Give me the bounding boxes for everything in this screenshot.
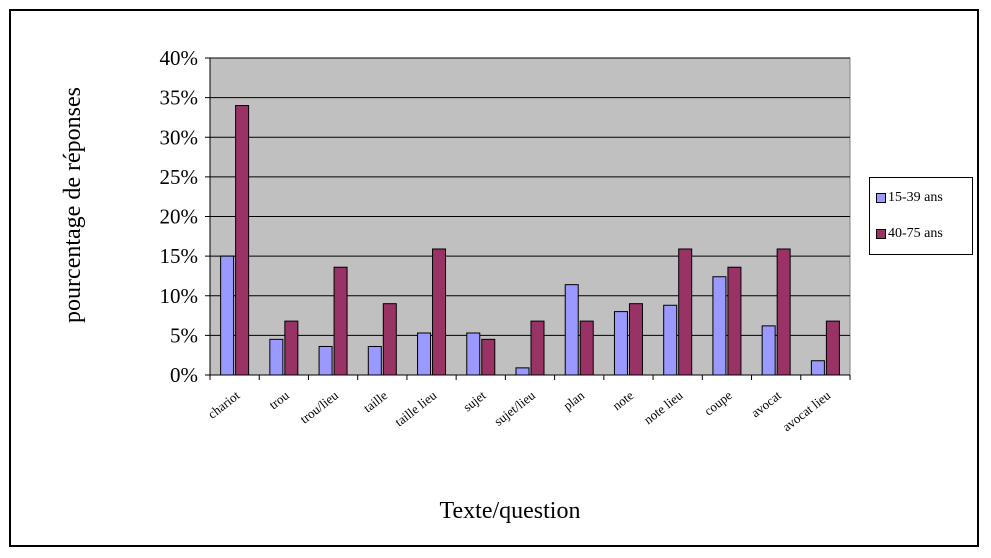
bar-series-1 bbox=[613, 311, 628, 376]
bar-series-2 bbox=[481, 338, 496, 376]
bar-series-2 bbox=[333, 266, 348, 376]
bar-series-1 bbox=[712, 276, 727, 376]
legend-swatch-series-2 bbox=[876, 229, 886, 239]
x-tick-label: trou/lieu bbox=[297, 387, 341, 426]
legend-label-series-2: 40-75 ans bbox=[888, 226, 943, 241]
bar-series-2 bbox=[382, 303, 397, 376]
bar-series-1 bbox=[417, 332, 432, 376]
y-axis: 0% 5% 10% 15% 20% 25% 30% 35% 40% bbox=[160, 46, 210, 387]
x-tick-label: plan bbox=[560, 387, 587, 413]
bar-series-2 bbox=[825, 320, 840, 376]
legend-label-series-1: 15-39 ans bbox=[888, 190, 943, 205]
bar-series-1 bbox=[318, 345, 333, 376]
x-tick-label: taille bbox=[360, 387, 390, 415]
y-tick-label: 15% bbox=[160, 244, 199, 268]
bar-series-2 bbox=[727, 266, 742, 376]
x-axis: chariot trou trou/lieu taille taille lieu suj… bbox=[205, 375, 851, 434]
y-tick-label: 30% bbox=[160, 125, 199, 149]
x-tick-label: chariot bbox=[205, 387, 243, 421]
x-tick-label: note lieu bbox=[641, 387, 686, 427]
y-tick-label: 0% bbox=[170, 363, 198, 387]
bar-series-1 bbox=[220, 255, 235, 376]
y-tick-label: 25% bbox=[160, 165, 199, 189]
x-tick-label: avocat bbox=[748, 387, 784, 420]
bar-series-1 bbox=[761, 325, 776, 376]
y-tick-label: 40% bbox=[160, 46, 199, 70]
bar-series-2 bbox=[284, 320, 299, 376]
bar-series-2 bbox=[628, 303, 643, 376]
x-tick-label: sujet/lieu bbox=[491, 387, 538, 428]
y-tick-label: 20% bbox=[160, 205, 199, 229]
bar-series-2 bbox=[235, 105, 250, 376]
bar-series-2 bbox=[530, 320, 545, 376]
x-tick-label: coupe bbox=[701, 387, 735, 418]
bar-series-2 bbox=[678, 248, 693, 376]
bar-series-2 bbox=[432, 248, 447, 376]
x-tick-label: sujet bbox=[460, 387, 489, 414]
x-tick-label: trou bbox=[266, 387, 292, 412]
y-axis-title: pourcentage de réponses bbox=[60, 87, 86, 323]
legend-swatch-series-1 bbox=[876, 193, 886, 203]
bar-series-1 bbox=[269, 338, 284, 376]
bar-series-2 bbox=[776, 248, 791, 376]
bar-series-1 bbox=[810, 360, 825, 376]
y-tick-label: 5% bbox=[170, 323, 198, 347]
bar-series-1 bbox=[367, 345, 382, 376]
bar-series-2 bbox=[579, 320, 594, 376]
legend: 15-39 ans 40-75 ans bbox=[869, 177, 973, 255]
bar-series-1 bbox=[515, 367, 530, 376]
plot-area bbox=[209, 57, 851, 376]
bar-series-1 bbox=[466, 332, 481, 376]
y-tick-label: 35% bbox=[160, 86, 199, 110]
bar-series-1 bbox=[663, 304, 678, 376]
y-tick-label: 10% bbox=[160, 284, 199, 308]
legend-item-series-1: 15-39 ans bbox=[876, 190, 943, 206]
x-tick-label: note bbox=[609, 387, 636, 413]
x-axis-title: Texte/question bbox=[440, 498, 581, 524]
legend-item-series-2: 40-75 ans bbox=[876, 226, 943, 242]
bar-series-1 bbox=[564, 284, 579, 376]
x-tick-label: taille lieu bbox=[392, 387, 440, 429]
x-tick-label: avocat lieu bbox=[779, 387, 833, 434]
